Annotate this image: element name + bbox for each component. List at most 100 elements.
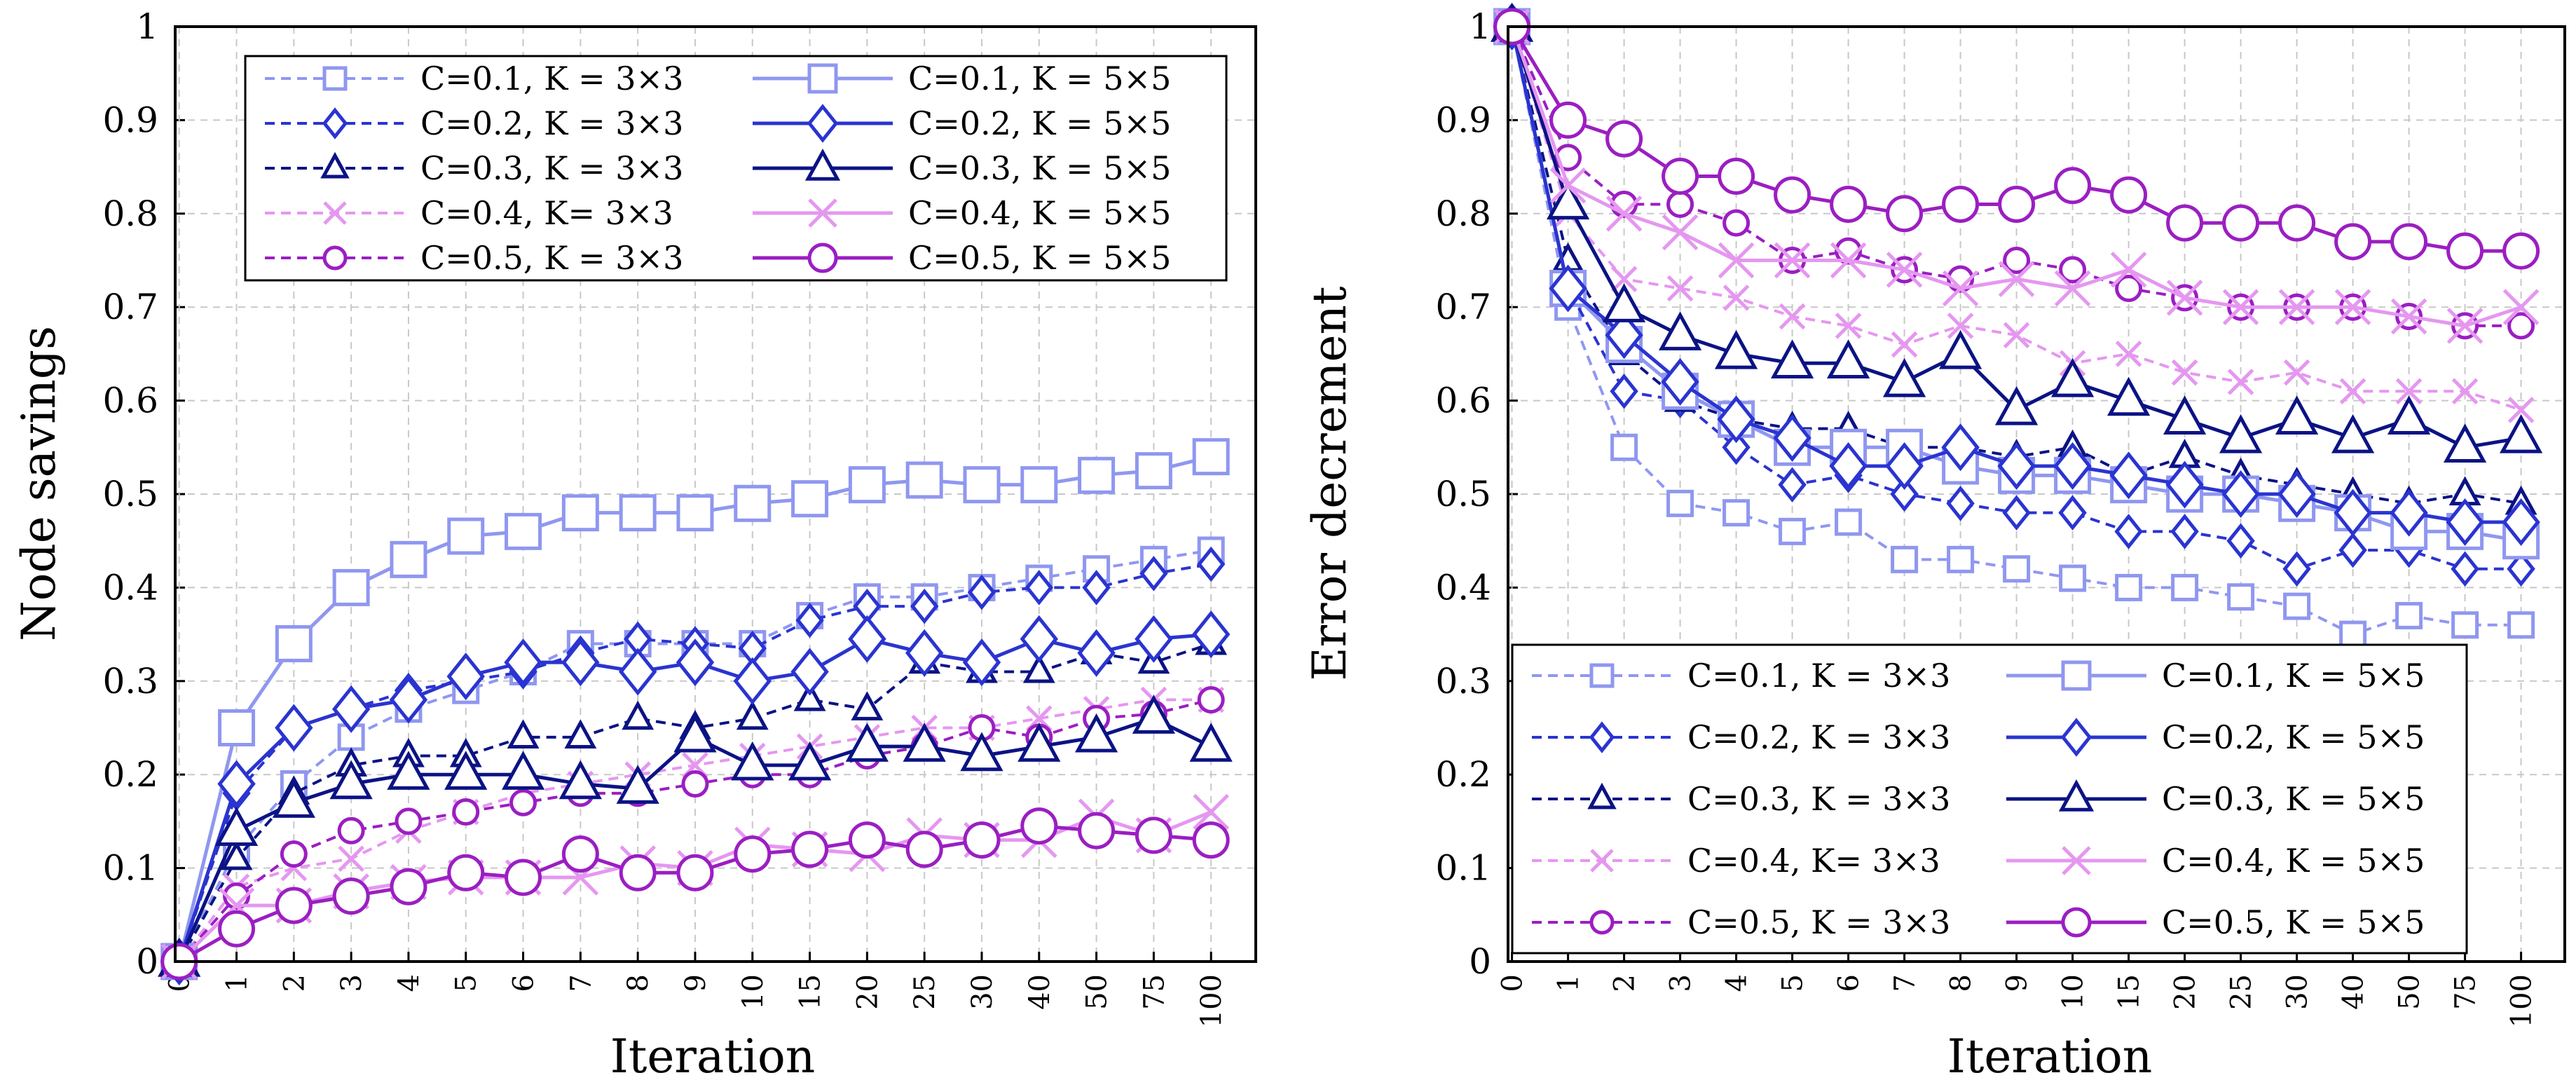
- error-decrement-xtick-label: 1: [1553, 974, 1585, 992]
- error-decrement-xtick-label: 30: [2282, 974, 2314, 1010]
- error-decrement-legend-box: [1511, 643, 2468, 955]
- node-savings-series-6: [160, 438, 1230, 980]
- node-savings-xtick-label: 50: [1081, 974, 1114, 1010]
- node-savings-xtick-label: 9: [680, 974, 712, 992]
- error-decrement-data-point: [1947, 313, 1974, 339]
- node-savings-data-point: [622, 700, 655, 730]
- error-decrement-data-point: [1829, 442, 1868, 490]
- node-savings-ytick-label: 0.8: [102, 193, 158, 234]
- error-decrement-ytick-label: 0.3: [1435, 661, 1491, 702]
- node-savings-ytick-label: 0.5: [102, 474, 158, 514]
- node-savings-ytick-label: 0.4: [102, 567, 158, 608]
- node-savings-data-point: [338, 845, 364, 873]
- error-decrement-data-point: [2395, 378, 2423, 405]
- error-decrement-data-point: [1610, 374, 1638, 409]
- node-savings-data-point: [1193, 793, 1229, 830]
- node-savings-data-point: [905, 830, 943, 868]
- error-decrement-legend-entry: C=0.5, K = 3×3: [1687, 903, 1950, 941]
- error-decrement-data-point: [1997, 442, 2036, 490]
- node-savings-series-10: [160, 807, 1230, 980]
- node-savings-data-point: [619, 494, 657, 532]
- error-decrement-data-point: [2002, 495, 2031, 531]
- node-savings-xtick-label: 100: [1195, 974, 1228, 1027]
- error-decrement-xtick-label: 2: [1609, 974, 1641, 992]
- node-savings-data-point: [452, 798, 480, 826]
- node-savings-legend-swatch-marker: [322, 107, 348, 139]
- node-savings-xtick-label: 15: [795, 974, 827, 1010]
- error-decrement-data-point: [1891, 545, 1919, 573]
- error-decrement-data-point: [2115, 341, 2142, 367]
- error-decrement-data-point: [2278, 289, 2315, 325]
- error-decrement-series-4: [1498, 13, 2535, 423]
- node-savings-data-point: [332, 568, 370, 606]
- node-savings-data-point: [561, 638, 600, 687]
- error-decrement-data-point: [2050, 357, 2095, 397]
- node-savings-data-point: [616, 765, 659, 804]
- error-decrement-data-point: [1779, 303, 1806, 330]
- node-savings-x-axis-label: Iteration: [610, 1030, 815, 1083]
- error-decrement-xtick-label: 3: [1665, 974, 1697, 992]
- error-decrement-data-point: [1941, 423, 1980, 472]
- error-decrement-data-point: [2507, 611, 2535, 639]
- node-savings-legend-swatch-marker: [322, 245, 348, 271]
- error-decrement-data-point: [1826, 339, 1870, 378]
- node-savings-legend-entry: C=0.5, K = 3×3: [420, 239, 683, 277]
- node-savings-data-point: [1197, 685, 1225, 713]
- error-decrement-data-point: [2053, 442, 2092, 490]
- error-decrement-data-point: [1666, 275, 1694, 302]
- error-decrement-data-point: [2390, 223, 2428, 261]
- node-savings-xtick-label: 6: [508, 974, 540, 992]
- error-decrement-data-point: [2166, 280, 2203, 316]
- error-decrement-data-point: [2221, 470, 2260, 519]
- error-decrement-data-point: [2334, 223, 2372, 261]
- node-savings-data-point: [619, 854, 657, 891]
- node-savings-xtick-label: 30: [966, 974, 999, 1010]
- error-decrement-ytick-label: 0.1: [1435, 848, 1491, 889]
- error-decrement-xtick-label: 4: [1721, 974, 1753, 992]
- node-savings-data-point: [272, 779, 315, 818]
- node-savings-legend-swatch-marker: [807, 242, 838, 273]
- node-savings-axes-frame: [174, 25, 1257, 963]
- error-decrement-data-point: [2502, 498, 2540, 547]
- error-decrement-axes-frame: [1507, 25, 2566, 963]
- node-savings-data-point: [734, 484, 772, 522]
- error-decrement-data-point: [2059, 564, 2087, 592]
- error-decrement-data-point: [1666, 489, 1694, 517]
- node-savings-data-point: [564, 719, 597, 748]
- node-savings-data-point: [681, 770, 709, 798]
- error-decrement-y-axis-label: Error decrement: [1303, 286, 1357, 681]
- error-decrement-data-point: [2443, 423, 2487, 463]
- node-savings-data-point: [788, 741, 832, 781]
- node-savings-data-point: [618, 648, 657, 696]
- error-decrement-legend-entry: C=0.3, K = 5×5: [2162, 780, 2425, 818]
- node-savings-data-point: [676, 638, 715, 687]
- error-decrement-data-point: [1773, 413, 1811, 462]
- node-savings-data-point: [731, 741, 774, 781]
- error-decrement-ytick-label: 0: [1469, 941, 1491, 982]
- node-savings-legend-entry: C=0.4, K = 5×5: [908, 194, 1171, 232]
- node-savings-legend-swatch-marker: [808, 198, 837, 228]
- error-decrement-legend-swatch-marker: [2060, 718, 2092, 757]
- error-decrement-data-point: [1830, 185, 1868, 223]
- node-savings-legend-swatch-marker: [320, 151, 350, 179]
- error-decrement-xtick-label: 6: [1833, 974, 1865, 992]
- error-decrement-xtick-label: 10: [2057, 974, 2090, 1010]
- node-savings-data-point: [1020, 807, 1058, 845]
- error-decrement-data-point: [1661, 357, 1699, 406]
- node-savings-data-point: [504, 638, 542, 687]
- node-savings-data-point: [736, 700, 769, 730]
- node-savings-legend-entry: C=0.3, K = 5×5: [908, 149, 1171, 187]
- node-savings-data-point: [561, 494, 599, 532]
- node-savings-data-point: [275, 887, 313, 924]
- node-savings-data-point: [1196, 546, 1226, 582]
- node-savings-data-point: [280, 840, 308, 868]
- node-savings-data-point: [501, 751, 545, 790]
- error-decrement-data-point: [2170, 514, 2199, 549]
- node-savings-data-point: [1135, 452, 1172, 490]
- error-decrement-xtick-label: 75: [2450, 974, 2482, 1010]
- error-decrement-series-7: [1493, 2, 2540, 547]
- error-decrement-data-point: [1549, 264, 1587, 313]
- node-savings-chart: Node savings Iteration 0 0.1 0.2 0.3 0.4 0.5 0…: [12, 6, 1257, 1083]
- node-savings-xtick-label: 25: [909, 974, 941, 1010]
- error-decrement-legend-entry: C=0.1, K = 5×5: [2162, 657, 2425, 695]
